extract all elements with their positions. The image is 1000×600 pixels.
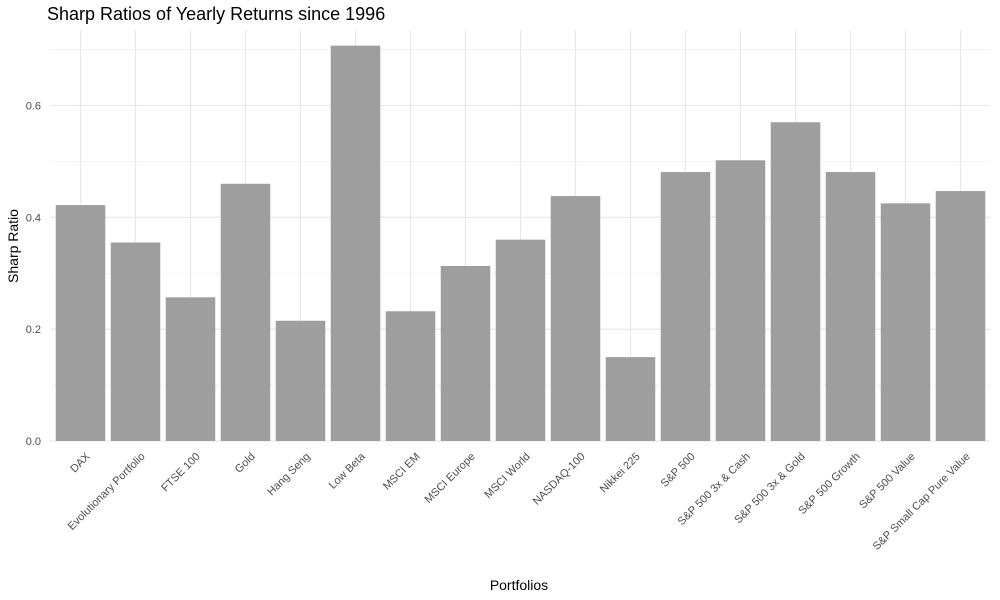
x-tick-label: MSCI Europe: [423, 451, 478, 506]
x-axis-title: Portfolios: [490, 577, 548, 593]
x-tick-label: Hang Seng: [265, 451, 312, 498]
bar: [110, 242, 161, 441]
bar: [770, 122, 821, 441]
bar: [55, 205, 106, 441]
x-tick-label: Low Beta: [327, 450, 369, 492]
x-tick-label: S&P Small Cap Pure Value: [871, 451, 973, 553]
x-tick-label: S&P 500 Value: [857, 451, 918, 512]
x-tick-label: S&P 500: [659, 451, 698, 490]
x-tick-label: FTSE 100: [159, 451, 203, 495]
x-tick-label: S&P 500 Growth: [796, 451, 862, 517]
x-tick-label: Gold: [233, 451, 258, 476]
bar: [440, 265, 491, 441]
bar: [825, 172, 876, 441]
chart-title: Sharp Ratios of Yearly Returns since 199…: [47, 4, 385, 24]
y-tick-label: 0.4: [26, 212, 41, 224]
x-tick-label: DAX: [68, 450, 93, 475]
bar: [660, 172, 711, 441]
bar: [715, 160, 766, 441]
y-tick-label: 0.2: [26, 324, 41, 336]
bar: [220, 183, 271, 441]
bar: [275, 320, 326, 441]
y-tick-label: 0.6: [26, 100, 41, 112]
bar: [385, 311, 436, 441]
bar: [495, 239, 546, 441]
y-axis-ticks: 0.0 0.2 0.4 0.6: [26, 100, 41, 448]
x-tick-label: MSCI World: [482, 451, 532, 501]
x-tick-label: NASDAQ-100: [531, 451, 588, 508]
bar: [880, 203, 931, 441]
bars: [55, 45, 986, 442]
x-tick-label: MSCI EM: [381, 451, 423, 493]
y-axis-title: Sharp Ratio: [5, 209, 21, 283]
x-tick-label: Nikkei 225: [598, 451, 643, 496]
bar: [550, 196, 601, 441]
bar: [165, 297, 216, 441]
y-tick-label: 0.0: [26, 436, 41, 448]
bar: [935, 191, 986, 441]
bar: [605, 357, 656, 441]
bar: [330, 45, 381, 442]
